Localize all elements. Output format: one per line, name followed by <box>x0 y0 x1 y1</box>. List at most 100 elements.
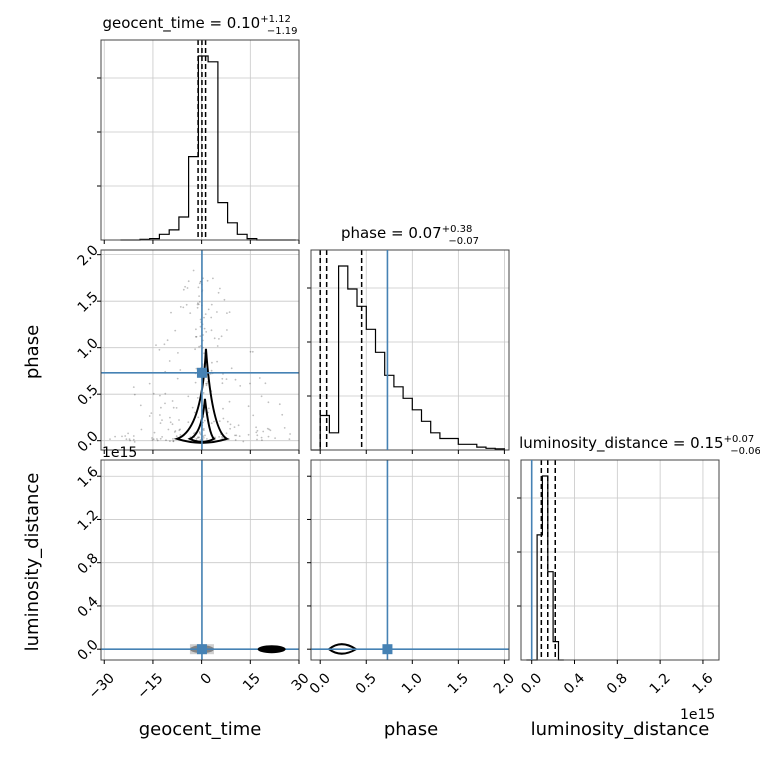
panel-geocent_time-vs-phase-point-209 <box>151 437 153 439</box>
panel-geocent_time-vs-luminosity_distance-xticklabel-2: 0 <box>198 670 216 688</box>
panel-geocent_time-vs-phase-point-57 <box>159 394 161 397</box>
panel-geocent_time-vs-phase-point-92 <box>226 420 229 423</box>
panel-luminosity_distance-xticklabel-4: 1.6 <box>690 670 717 697</box>
panel-geocent_time-vs-phase-point-74 <box>247 433 250 436</box>
panel-geocent_time-vs-phase-point-152 <box>199 325 202 328</box>
panel-geocent_time-vs-phase-point-151 <box>148 415 151 417</box>
panel-geocent_time-vs-phase-point-70 <box>221 437 224 439</box>
panel-geocent_time-vs-phase-point-123 <box>182 306 185 309</box>
panel-phase <box>310 249 510 451</box>
panel-geocent_time-vs-phase-point-41 <box>198 295 201 297</box>
panel-geocent_time-vs-phase-point-192 <box>148 382 151 385</box>
panel-geocent_time-vs-phase-point-106 <box>171 400 174 402</box>
panel-geocent_time-vs-phase-point-79 <box>226 312 228 314</box>
panel-geocent_time-vs-phase-point-94 <box>174 430 177 432</box>
panel-geocent_time-vs-phase-point-190 <box>206 279 209 282</box>
panel-geocent_time-vs-phase-point-203 <box>197 303 200 306</box>
panel-geocent_time-vs-phase-point-69 <box>155 344 157 346</box>
panel-geocent_time-vs-phase-point-136 <box>127 432 129 435</box>
panel-geocent_time-vs-phase-point-125 <box>196 306 199 309</box>
panel-geocent_time-vs-phase-point-188 <box>128 438 131 440</box>
panel-geocent_time-vs-phase-point-245 <box>159 437 162 440</box>
panel-geocent_time-vs-phase-point-193 <box>249 382 251 385</box>
panel-geocent_time-vs-phase-contour-outer <box>173 348 230 444</box>
panel-geocent_time-vs-phase-point-86 <box>199 335 202 337</box>
panel-geocent_time-vs-phase-point-59 <box>176 377 179 380</box>
panel-geocent_time-vs-phase-point-121 <box>195 367 198 370</box>
panel-geocent_time-vs-phase-point-244 <box>185 303 188 306</box>
panel-geocent_time-vs-phase-point-128 <box>172 406 175 409</box>
panel-geocent_time-vs-phase-point-243 <box>222 407 224 410</box>
panel-geocent_time-vs-phase-point-50 <box>235 434 238 437</box>
panel-geocent_time-vs-luminosity_distance-yticklabel-2: 0.8 <box>75 550 102 577</box>
panel-geocent_time-vs-phase-point-30 <box>233 426 236 428</box>
xlabel-geocent_time: geocent_time <box>139 719 262 740</box>
panel-geocent_time-vs-phase-point-81 <box>171 423 174 426</box>
title-phase: phase = 0.07+0.38 −0.07 <box>341 224 479 247</box>
panel-geocent_time-vs-phase-point-113 <box>173 431 176 433</box>
panel-geocent_time-vs-phase-point-95 <box>222 417 225 420</box>
panel-geocent_time-vs-phase-point-120 <box>239 385 242 387</box>
panel-geocent_time-vs-phase-point-147 <box>139 404 142 407</box>
panel-geocent_time-vs-phase-point-135 <box>206 381 209 383</box>
panel-geocent_time-vs-luminosity_distance-yticklabel-3: 1.2 <box>75 507 102 534</box>
panel-geocent_time-vs-phase-point-257 <box>114 435 116 438</box>
panel-geocent_time-vs-phase-point-34 <box>268 428 270 431</box>
panel-geocent_time-vs-phase-point-129 <box>156 439 159 442</box>
panel-geocent_time-vs-phase-point-141 <box>172 440 175 442</box>
panel-geocent_time-vs-phase-point-60 <box>258 377 261 379</box>
panel-geocent_time-vs-phase-point-127 <box>198 436 201 439</box>
panel-geocent_time-vs-phase-point-175 <box>161 436 164 438</box>
panel-geocent_time-vs-phase-point-46 <box>194 348 197 351</box>
panel-geocent_time-vs-phase-point-66 <box>191 406 194 409</box>
panel-geocent_time-vs-phase-point-187 <box>182 288 185 291</box>
panel-geocent_time-vs-phase-point-63 <box>109 438 111 440</box>
panel-geocent_time-vs-phase-point-88 <box>121 435 123 438</box>
panel-geocent_time-vs-phase-point-181 <box>216 345 219 347</box>
panel-geocent_time-vs-phase-point-58 <box>192 269 195 272</box>
panel-geocent_time-vs-phase-point-183 <box>164 402 166 405</box>
panel-geocent_time-vs-phase-point-229 <box>184 285 187 288</box>
panel-geocent_time-vs-phase-point-100 <box>204 434 206 437</box>
panel-geocent_time-vs-phase-point-168 <box>163 343 166 346</box>
panel-geocent_time-vs-luminosity_distance <box>100 459 300 661</box>
panel-geocent_time-vs-phase-point-73 <box>221 435 223 438</box>
panel-geocent_time-vs-phase-point-199 <box>193 432 195 435</box>
panel-geocent_time-vs-phase-point-22 <box>213 337 216 340</box>
panel-geocent_time-vs-phase-point-85 <box>202 429 205 432</box>
panel-geocent_time-vs-phase-point-205 <box>210 303 213 306</box>
panel-geocent_time-vs-phase-point-101 <box>153 431 156 434</box>
panel-geocent_time-vs-phase-point-259 <box>226 329 228 331</box>
panel-geocent_time-vs-phase-point-221 <box>198 282 201 285</box>
panel-geocent_time-vs-phase-point-17 <box>197 437 199 439</box>
panel-geocent_time-vs-phase-yticklabel-1: 0.5 <box>75 382 102 409</box>
panel-geocent_time-vs-phase-point-134 <box>132 438 135 441</box>
panel-geocent_time-vs-luminosity_distance-yticklabel-0: 0.0 <box>75 637 102 664</box>
panel-phase-vs-luminosity_distance-xticklabel-2: 1.0 <box>399 670 426 697</box>
panel-geocent_time-vs-phase-point-18 <box>225 378 228 380</box>
panel-geocent_time-vs-phase-point-10 <box>187 421 190 424</box>
panel-geocent_time-vs-phase-point-143 <box>218 436 221 438</box>
panel-geocent_time-vs-phase-point-249 <box>189 312 192 314</box>
panel-geocent_time-vs-phase-point-254 <box>289 433 291 435</box>
panel-geocent_time-vs-phase-point-252 <box>165 439 167 442</box>
panel-geocent_time-vs-phase-point-210 <box>278 403 281 406</box>
panel-geocent_time-vs-phase-point-162 <box>159 422 162 424</box>
panel-geocent_time-vs-phase-point-167 <box>234 434 236 437</box>
panel-geocent_time-vs-phase-point-211 <box>164 392 167 395</box>
panel-geocent_time-vs-phase-point-77 <box>199 432 201 435</box>
panel-geocent_time-vs-phase-point-200 <box>198 345 201 348</box>
panel-geocent_time-vs-phase-point-179 <box>210 422 213 425</box>
panel-geocent_time-vs-phase-point-232 <box>166 339 169 342</box>
panel-geocent_time-vs-phase-point-164 <box>204 313 207 315</box>
panel-geocent_time-vs-phase-point-98 <box>206 438 208 440</box>
panel-geocent_time-vs-phase-samples <box>109 269 291 443</box>
panel-geocent_time-vs-phase-point-172 <box>266 427 269 430</box>
panel-phase-vs-luminosity_distance-density <box>257 645 286 654</box>
panel-geocent_time-vs-phase-point-250 <box>151 439 154 441</box>
panel-geocent_time-vs-phase-point-148 <box>223 298 226 301</box>
panel-geocent_time-vs-phase-point-6 <box>238 435 241 437</box>
title-luminosity_distance: luminosity_distance = 0.15+0.07 −0.06 <box>519 434 760 457</box>
hist-geocent_time <box>120 55 296 241</box>
panel-geocent_time-vs-phase-point-99 <box>228 400 231 403</box>
